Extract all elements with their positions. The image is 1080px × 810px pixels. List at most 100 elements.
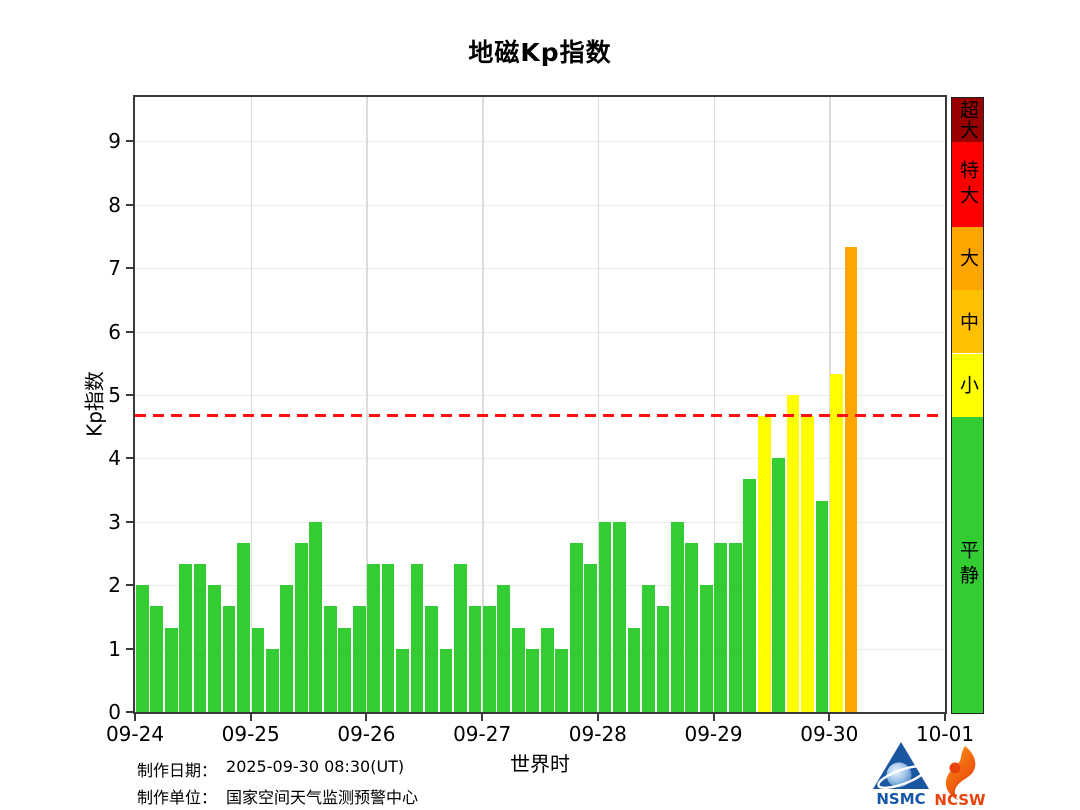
vertical-gridline [713, 97, 715, 712]
y-tick-mark [126, 330, 134, 333]
kp-bar [251, 627, 265, 712]
horizontal-gridline [135, 268, 945, 270]
kp-bar [352, 606, 366, 712]
ncsw-phoenix-head-icon [949, 762, 961, 774]
nsmc-logo: NSMC [872, 741, 930, 808]
kp-bar [555, 648, 569, 712]
colorbar-segment: 大 [952, 226, 983, 291]
x-tick-mark [134, 713, 136, 721]
kp-bar [815, 500, 829, 712]
kp-bar [642, 585, 655, 712]
y-tick-label: 6 [108, 319, 121, 344]
production-agency-line: 制作单位： 国家空间天气监测预警中心 [137, 784, 418, 808]
y-tick-mark [126, 203, 134, 206]
production-date-line: 制作日期： 2025-09-30 08:30(UT) [137, 757, 404, 781]
kp-bar [164, 627, 178, 712]
kp-bar [526, 648, 540, 712]
colorbar-segment-label: 大 [957, 248, 979, 269]
kp-bar [396, 648, 409, 712]
y-tick-mark [126, 393, 134, 396]
kp-bar [786, 395, 800, 712]
kp-bar [714, 542, 728, 712]
storm-level-colorbar: 超大 特大大中小平静 [951, 97, 984, 714]
kp-bar [323, 606, 337, 712]
ncsw-logo-text: NCSW [934, 791, 986, 807]
y-tick-label: 4 [108, 446, 121, 471]
kp-bar [266, 648, 279, 712]
kp-bar [685, 542, 699, 712]
y-tick-label: 0 [108, 700, 121, 724]
y-tick-mark [126, 520, 134, 523]
colorbar-segment-label: 小 [957, 375, 979, 396]
kp-bar [830, 374, 843, 712]
kp-bar [222, 606, 236, 712]
y-tick-mark [126, 267, 134, 270]
x-tick-mark [365, 713, 368, 721]
storm-threshold-line [135, 414, 945, 418]
kp-bar [280, 585, 294, 712]
y-tick-label: 9 [108, 129, 121, 154]
y-tick-label: 1 [108, 636, 121, 661]
horizontal-gridline [135, 648, 945, 650]
x-tick-label: 09-25 [221, 722, 280, 746]
colorbar-segment: 平静 [952, 416, 983, 713]
kp-bar [699, 585, 713, 712]
kp-bar [367, 564, 381, 712]
y-tick-label: 3 [108, 509, 121, 534]
production-agency-label: 制作单位： [137, 788, 218, 807]
kp-bar [208, 585, 221, 712]
colorbar-segment-label: 特大 [957, 159, 979, 210]
kp-bar [454, 564, 467, 712]
x-axis-label: 世界时 [510, 752, 570, 776]
x-tick-label: 09-24 [105, 722, 165, 746]
colorbar-segment-label: 中 [957, 311, 979, 332]
y-tick-mark [126, 457, 134, 460]
kp-bar [193, 564, 207, 712]
kp-bar [598, 521, 612, 712]
vertical-gridline [597, 97, 600, 712]
x-tick-label: 09-30 [800, 722, 859, 746]
kp-bar [150, 606, 164, 712]
kp-bar [540, 627, 554, 712]
kp-bar [801, 415, 814, 712]
ncsw-phoenix-icon [945, 746, 976, 800]
x-tick-label: 09-26 [337, 722, 396, 746]
colorbar-segment: 超大 [952, 98, 983, 143]
kp-bar [757, 415, 771, 712]
y-tick-mark [126, 140, 134, 143]
ncsw-logo: NCSW [932, 745, 988, 809]
kp-bar [627, 627, 641, 712]
y-tick-label: 5 [108, 382, 121, 407]
production-agency-value: 国家空间天气监测预警中心 [226, 788, 419, 807]
kp-bar [844, 247, 858, 712]
y-tick-mark [126, 711, 134, 713]
kp-bar [728, 542, 742, 712]
horizontal-gridline [135, 394, 945, 396]
colorbar-segment-label: 平静 [957, 539, 979, 590]
chart-title: 地磁Kp指数 [468, 38, 612, 67]
horizontal-gridline [135, 331, 945, 333]
kp-bar [584, 564, 597, 712]
kp-bar [497, 585, 511, 712]
y-tick-label: 7 [108, 256, 121, 281]
horizontal-gridline [135, 585, 945, 587]
kp-bar [671, 521, 684, 712]
kp-bar [135, 585, 149, 712]
vertical-gridline [482, 97, 484, 712]
production-date-value: 2025-09-30 08:30(UT) [226, 757, 405, 776]
kp-bar [338, 627, 352, 712]
y-tick-label: 2 [108, 573, 121, 598]
x-tick-label: 09-27 [453, 722, 512, 746]
kp-bar [439, 648, 453, 712]
colorbar-segment: 小 [952, 353, 983, 417]
y-tick-mark [126, 584, 134, 587]
kp-bar [381, 564, 395, 712]
vertical-gridline [250, 97, 253, 712]
colorbar-segment-label: 超大 [957, 100, 979, 141]
colorbar-segment: 特大 [952, 142, 983, 227]
x-tick-label: 09-28 [568, 722, 627, 746]
x-tick-mark [828, 713, 831, 721]
kp-bar [179, 564, 192, 712]
horizontal-gridline [135, 458, 945, 460]
kp-bar [511, 627, 525, 712]
